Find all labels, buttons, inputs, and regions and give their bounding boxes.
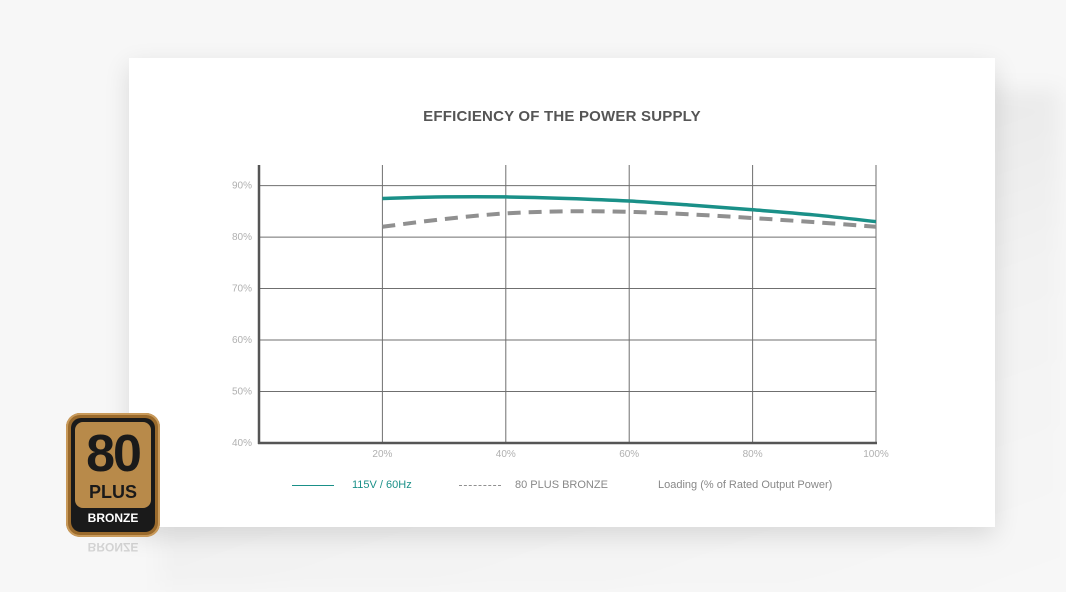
y-tick-label: 50%	[232, 387, 252, 398]
legend-item-series-2: 80 PLUS BRONZE	[459, 479, 608, 491]
y-tick-label: 40%	[232, 438, 252, 449]
x-tick-label: 60%	[619, 449, 639, 460]
x-tick-label: 100%	[863, 449, 889, 460]
x-tick-label: 80%	[743, 449, 763, 460]
x-tick-label: 20%	[372, 449, 392, 460]
legend-swatch-solid	[292, 484, 334, 486]
badge-top-plate: 80 PLUS	[75, 422, 151, 508]
chart-card: EFFICIENCY OF THE POWER SUPPLY 40% 50% 60%…	[129, 58, 995, 527]
x-axis-title-item: Loading (% of Rated Output Power)	[658, 479, 832, 491]
x-axis-title: Loading (% of Rated Output Power)	[658, 479, 833, 491]
badge-reflection-text: BRONZE	[87, 540, 139, 554]
y-tick-label: 70%	[232, 284, 252, 295]
series-line-115v	[382, 194, 877, 224]
legend-swatch-dashed	[459, 484, 501, 486]
badge-inner: 80 PLUS BRONZE	[71, 418, 155, 532]
y-tick-label: 80%	[232, 232, 252, 243]
80-plus-bronze-badge: 80 PLUS BRONZE	[66, 413, 160, 537]
badge-number: 80	[86, 425, 142, 483]
legend-label-series-2: 80 PLUS BRONZE	[515, 479, 608, 491]
badge-level-label: BRONZE	[87, 511, 139, 525]
legend-item-series-1: 115V / 60Hz	[292, 479, 412, 491]
badge-reflection: BRONZE	[66, 540, 160, 562]
chart-title: EFFICIENCY OF THE POWER SUPPLY	[423, 108, 701, 125]
legend-label-series-1: 115V / 60Hz	[352, 479, 412, 491]
x-tick-label: 40%	[496, 449, 516, 460]
chart-legend: 115V / 60Hz 80 PLUS BRONZE Loading (% of…	[129, 479, 995, 499]
y-tick-label: 60%	[232, 335, 252, 346]
chart-plot: 40% 50% 60% 70% 80% 90% 20% 40% 60% 80% 100%	[232, 165, 889, 460]
badge-plus-label: PLUS	[88, 482, 137, 502]
y-tick-label: 90%	[232, 181, 252, 192]
